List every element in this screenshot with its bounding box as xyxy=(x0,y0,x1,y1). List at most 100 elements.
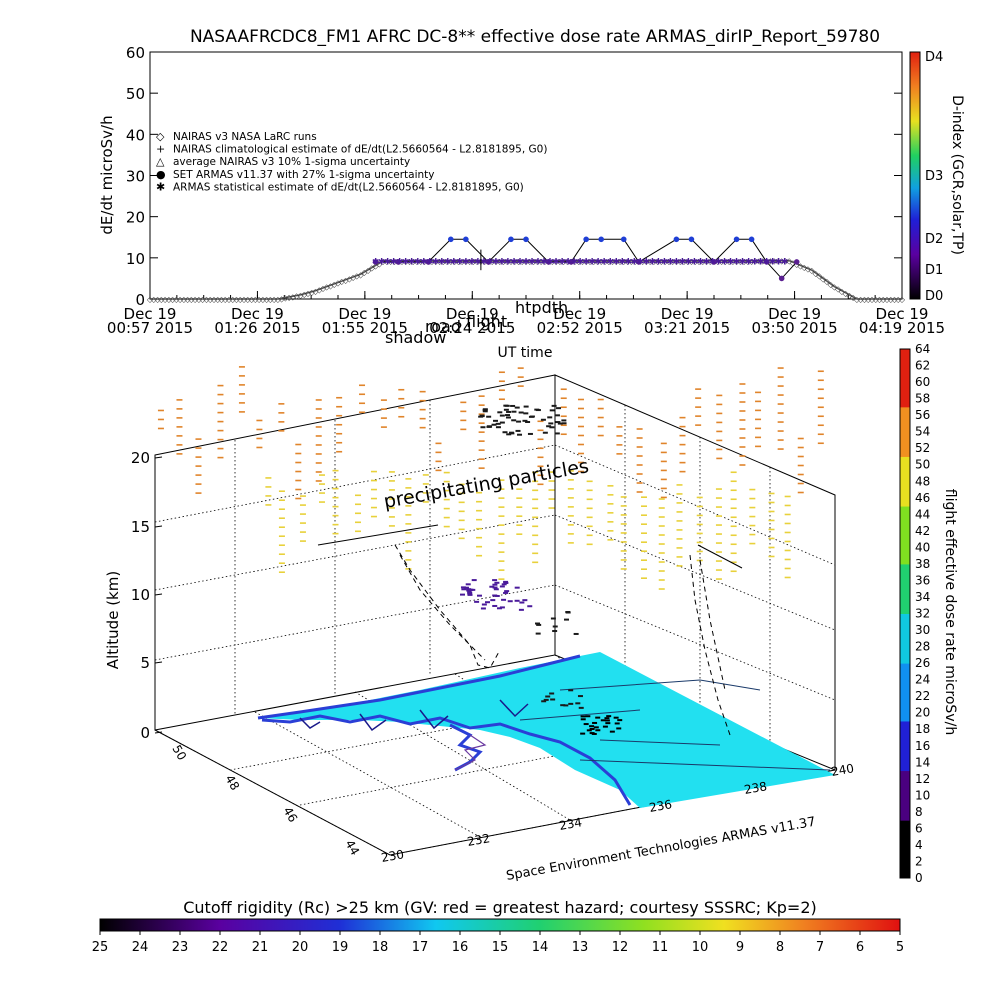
nairas-marker: ◇ xyxy=(895,295,902,304)
upper-xtick-label-time: 02:52 2015 xyxy=(537,319,623,337)
cutoff-tick: 7 xyxy=(816,940,824,955)
nairas-marker: ◇ xyxy=(470,257,477,266)
precipitating-particles-label: precipitating particles xyxy=(382,455,590,513)
altitude-tick: 5 xyxy=(140,654,150,672)
nairas-marker: ◇ xyxy=(666,257,673,266)
armas-plateau-marker: ✱ xyxy=(534,258,542,268)
nairas-marker: ◇ xyxy=(230,295,237,304)
nairas-marker: ◇ xyxy=(275,295,282,304)
nairas-marker: ◇ xyxy=(846,291,853,300)
nairas-marker: ◇ xyxy=(632,257,639,266)
dose-rate-ticks: 0246810121416182022242628303234363840424… xyxy=(915,342,930,885)
dose-colorbar-segment xyxy=(900,770,910,780)
dose-colorbar-segment xyxy=(900,472,910,482)
dose-colorbar-segment xyxy=(900,638,910,648)
nairas-marker: ◇ xyxy=(339,277,346,286)
dose-colorbar-segment xyxy=(900,671,910,681)
nairas-marker: ◇ xyxy=(233,295,240,304)
nairas-marker: ◇ xyxy=(530,257,537,266)
armas-plateau-marker: ✱ xyxy=(540,258,548,268)
dose-colorbar-segment xyxy=(900,596,910,606)
dose-colorbar-segment xyxy=(900,836,910,846)
nairas-marker: ◇ xyxy=(670,257,677,266)
dose-tick: 60 xyxy=(915,375,930,389)
nairas-marker: ◇ xyxy=(606,257,613,266)
altitude-tick-mark xyxy=(154,661,163,664)
nairas-marker: ◇ xyxy=(169,295,176,304)
dose-colorbar-segment xyxy=(900,448,910,457)
armas-plateau-marker: ✱ xyxy=(498,258,506,268)
nairas-marker: ◇ xyxy=(350,273,357,282)
nairas-marker: ◇ xyxy=(200,295,207,304)
nairas-marker: ◇ xyxy=(564,257,571,266)
upper-ytick-label: 10 xyxy=(126,250,145,268)
nairas-marker: ◇ xyxy=(527,257,534,266)
nairas-marker: ◇ xyxy=(489,257,496,266)
dose-colorbar-segment xyxy=(900,737,910,747)
nairas-marker: ◇ xyxy=(448,257,455,266)
nairas-marker: ◇ xyxy=(361,268,368,277)
dose-colorbar-segment xyxy=(900,844,910,854)
ground-track-trace xyxy=(454,734,487,771)
upper-xtick-label-time: 01:26 2015 xyxy=(214,319,300,337)
armas-plateau-marker: ✱ xyxy=(564,258,572,268)
armas-plateau-marker: ✱ xyxy=(378,258,386,268)
armas-plateau-marker: ✱ xyxy=(631,258,639,268)
cutoff-tick: 15 xyxy=(492,940,509,955)
nairas-marker: ◇ xyxy=(248,295,255,304)
armas-plateau-marker: ✱ xyxy=(546,258,554,268)
legend-symbol: ✱ xyxy=(156,180,165,193)
nairas-marker: ◇ xyxy=(327,281,334,290)
upper-xtick-label-date: Dec 19 xyxy=(446,305,499,323)
armas-point xyxy=(673,236,680,243)
d-index-tick: D3 xyxy=(925,169,943,184)
armas-plateau-marker: ✱ xyxy=(396,258,404,268)
cutoff-tick: 8 xyxy=(776,940,784,955)
nairas-marker: ◇ xyxy=(865,295,872,304)
nairas-marker: ◇ xyxy=(790,258,797,267)
dose-colorbar-segment xyxy=(900,357,910,367)
nairas-marker: ◇ xyxy=(271,295,278,304)
longitude-tick: 238 xyxy=(743,779,768,797)
nairas-marker: ◇ xyxy=(459,257,466,266)
dose-colorbar-segment xyxy=(900,861,910,871)
nairas-marker: ◇ xyxy=(888,295,895,304)
armas-plateau-marker: ✱ xyxy=(462,258,470,268)
longitude-tick: 240 xyxy=(830,761,855,779)
nairas-marker: ◇ xyxy=(263,295,270,304)
dose-colorbar-segment xyxy=(900,613,910,623)
cutoff-tick: 5 xyxy=(896,940,904,955)
altitude-tick-mark xyxy=(154,456,163,459)
nairas-marker: ◇ xyxy=(602,257,609,266)
armas-plateau-marker: ✱ xyxy=(703,258,711,268)
dose-tick: 56 xyxy=(915,408,930,422)
dose-colorbar-segment xyxy=(900,646,910,656)
dose-tick: 24 xyxy=(915,673,930,687)
dose-colorbar-segment xyxy=(900,481,910,491)
dose-tick: 18 xyxy=(915,722,930,736)
nairas-marker: ◇ xyxy=(741,257,748,266)
nairas-marker: ◇ xyxy=(173,295,180,304)
armas-plateau-marker: ✱ xyxy=(408,258,416,268)
nairas-marker: ◇ xyxy=(542,257,549,266)
armas-plateau-marker: ✱ xyxy=(624,258,632,268)
upper-xtick-label-date: Dec 19 xyxy=(124,305,177,323)
nairas-marker: ◇ xyxy=(703,257,710,266)
nairas-marker: ◇ xyxy=(181,295,188,304)
dose-colorbar-segment xyxy=(900,522,910,532)
armas-plateau-marker: ✱ xyxy=(492,258,500,268)
dose-colorbar-segment xyxy=(900,803,910,813)
nairas-marker: ◇ xyxy=(820,274,827,283)
overlay-label-htpdth: htpdth xyxy=(515,298,568,317)
nairas-marker: ◇ xyxy=(869,295,876,304)
armas-plateau-marker: ✱ xyxy=(528,258,536,268)
dose-tick: 28 xyxy=(915,640,930,654)
flight-points xyxy=(454,404,623,771)
nairas-marker: ◇ xyxy=(831,283,838,292)
nairas-marker: ◇ xyxy=(598,257,605,266)
armas-plateau-marker: ✱ xyxy=(715,258,723,268)
legend-entry: NAIRAS v3 NASA LaRC runs xyxy=(173,131,317,143)
nairas-marker: ◇ xyxy=(583,257,590,266)
